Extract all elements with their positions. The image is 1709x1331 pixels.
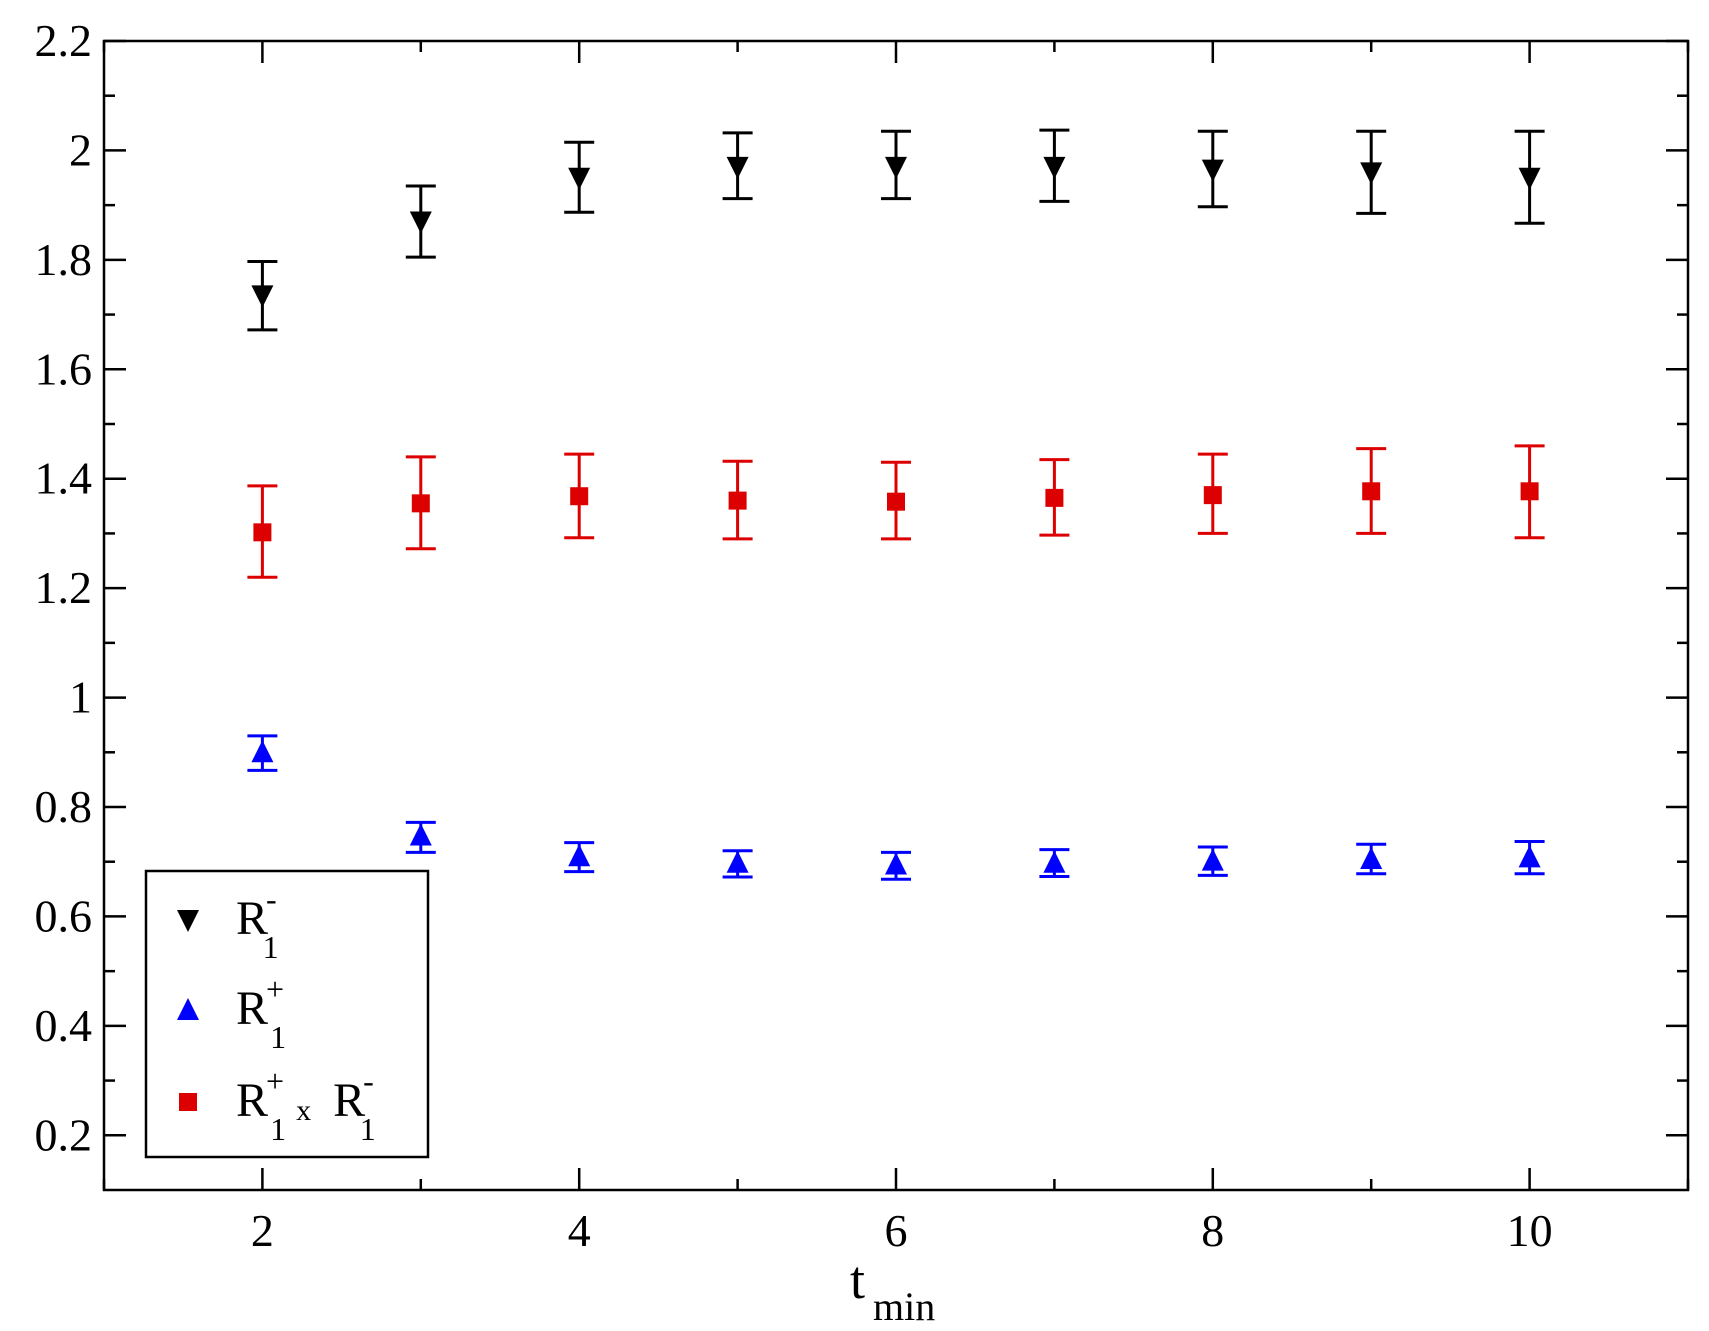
legend-marker [177,998,199,1020]
y-tick-label: 1.6 [35,343,93,394]
data-point [728,491,747,510]
y-tick-label: 1.8 [35,234,93,285]
data-point [726,156,749,179]
data-point [1201,848,1224,871]
legend-label: R+ 1x R-1 [236,1063,376,1147]
x-tick-label: 4 [568,1205,591,1256]
data-point [1203,486,1222,505]
y-tick-label: 0.4 [35,1000,93,1051]
legend-label: R-1 [236,881,279,965]
legend-entry-1: R-1 [177,881,279,965]
x-axis-title-text: t min [850,1250,935,1329]
data-point [1362,482,1381,501]
data-point [1360,846,1383,869]
data-point [1045,488,1064,507]
x-axis-title: t min [850,1250,935,1329]
data-point [885,852,907,875]
y-tick-label: 1.2 [35,562,93,613]
series-3 [247,444,1545,579]
legend-label: R+ 1 [236,971,286,1055]
y-tick-label: 2.2 [35,15,93,66]
axis-tick-labels: 2 4 6 8 10 0.2 0.4 0.6 0.8 1 1.2 1.4 1.6 1.8 2 2.2 [35,15,1553,1256]
legend-entry-2: R+ 1 [177,971,286,1055]
y-tick-label: 0.6 [35,890,93,941]
data-point [885,156,907,179]
y-tick-label: 2 [69,124,92,175]
data-point [1043,850,1066,873]
data-point [1043,156,1066,179]
data-point [1201,159,1224,182]
data-point [251,285,274,308]
data-point [1518,167,1541,190]
series-1 [247,128,1545,332]
series-2 [247,734,1545,881]
data-point [1520,482,1539,501]
x-tick-label: 8 [1201,1205,1224,1256]
x-tick-label: 10 [1507,1205,1553,1256]
data-point [726,850,749,873]
data-point [570,487,589,506]
data-point [1360,162,1383,185]
legend-marker [177,910,199,932]
y-tick-label: 0.2 [35,1109,93,1160]
y-tick-label: 0.8 [35,781,93,832]
data-point [251,740,274,763]
data-point [568,167,591,190]
data-point [253,523,272,542]
data-point [887,492,905,511]
data-point [1518,845,1541,868]
series-group [247,128,1545,881]
legend-entry-3: R+ 1x R-1 [179,1063,376,1147]
x-tick-label: 6 [885,1205,908,1256]
x-tick-label: 2 [251,1205,274,1256]
data-point [409,211,432,234]
axis-ticks [102,39,1690,1190]
data-point [411,494,430,513]
data-point [568,844,591,867]
y-tick-label: 1 [69,672,92,723]
data-point [409,823,432,846]
legend: R-1 R+ 1 R+ 1x R-1 [144,869,430,1159]
y-tick-label: 1.4 [35,453,93,504]
legend-marker [179,1093,197,1111]
